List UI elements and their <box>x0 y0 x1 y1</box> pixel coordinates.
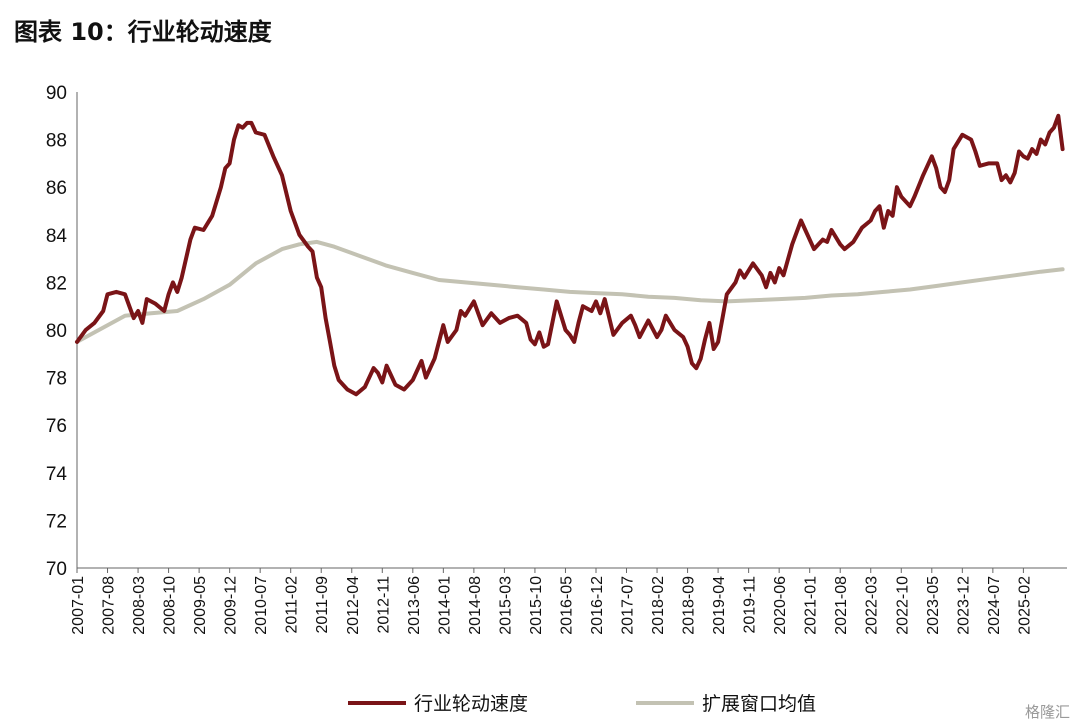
legend-label: 行业轮动速度 <box>414 693 528 715</box>
x-tick-label: 2015-10 <box>528 576 545 635</box>
x-tick-label: 2023-12 <box>955 576 972 635</box>
x-tick-label: 2010-07 <box>253 576 270 635</box>
x-tick-label: 2022-10 <box>894 576 911 635</box>
y-tick-label: 74 <box>46 464 68 485</box>
x-tick-label: 2008-10 <box>162 576 179 635</box>
y-tick-label: 72 <box>46 511 67 532</box>
x-tick-label: 2014-08 <box>467 576 484 635</box>
axes <box>76 92 1067 569</box>
x-tick-label: 2021-01 <box>803 576 820 635</box>
y-tick-label: 82 <box>46 273 67 294</box>
y-tick-label: 76 <box>46 416 67 437</box>
y-tick-label: 90 <box>46 83 67 104</box>
x-tick-label: 2019-04 <box>711 576 728 635</box>
y-tick-label: 80 <box>46 321 67 342</box>
x-tick-label: 2019-11 <box>742 576 759 634</box>
x-tick-label: 2025-02 <box>1016 576 1033 635</box>
y-tick-label: 84 <box>46 226 68 247</box>
watermark: 格隆汇 <box>1024 703 1070 721</box>
y-axis-ticks: 70 72 74 76 78 80 82 84 86 88 90 <box>46 83 68 580</box>
chart-title: 图表 10：行业轮动速度 <box>14 18 272 46</box>
y-tick-label: 70 <box>46 559 67 580</box>
x-tick-label: 2016-05 <box>558 576 575 635</box>
x-tick-label: 2016-12 <box>589 576 606 635</box>
series-line-1 <box>75 113 1065 397</box>
x-tick-label: 2020-06 <box>772 576 789 635</box>
x-tick-label: 2013-06 <box>406 576 423 635</box>
x-tick-label: 2017-07 <box>620 576 637 635</box>
x-tick-label: 2011-02 <box>284 576 301 634</box>
x-tick-label: 2012-11 <box>375 576 392 634</box>
x-tick-label: 2023-05 <box>925 576 942 635</box>
y-tick-label: 88 <box>46 131 67 152</box>
x-tick-label: 2022-03 <box>864 576 881 635</box>
series-lines <box>75 113 1065 397</box>
x-tick-label: 2014-01 <box>436 576 453 635</box>
x-tick-label: 2011-09 <box>314 576 331 634</box>
y-tick-label: 78 <box>46 369 67 390</box>
x-tick-label: 2021-08 <box>833 576 850 635</box>
x-tick-label: 2012-04 <box>345 576 362 635</box>
x-axis-ticks: 2007-01 2007-08 2008-03 2008-10 2009-05 2009-… <box>70 568 1033 635</box>
y-tick-label: 86 <box>46 178 67 199</box>
series-line-2 <box>75 239 1065 344</box>
x-tick-label: 2018-02 <box>650 576 667 635</box>
x-tick-label: 2009-12 <box>223 576 240 635</box>
x-tick-label: 2007-01 <box>70 576 87 635</box>
x-tick-label: 2024-07 <box>986 576 1003 635</box>
x-tick-label: 2015-03 <box>497 576 514 635</box>
x-tick-label: 2009-05 <box>192 576 209 635</box>
x-tick-label: 2018-09 <box>681 576 698 635</box>
legend: 行业轮动速度 扩展窗口均值 <box>348 693 816 715</box>
x-tick-label: 2007-08 <box>101 576 118 635</box>
x-tick-label: 2008-03 <box>131 576 148 635</box>
legend-label: 扩展窗口均值 <box>702 693 816 715</box>
